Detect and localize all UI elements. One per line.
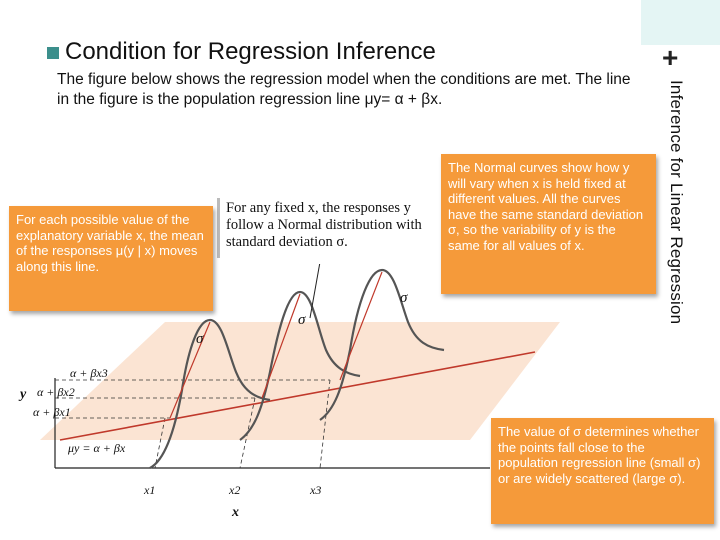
y-axis-label: y (18, 387, 27, 402)
x2-label: x2 (228, 483, 240, 497)
quote-pointer (309, 261, 321, 319)
slide-title-text: Condition for Regression Inference (65, 38, 436, 65)
callout-right: The Normal curves show how y will vary w… (441, 154, 656, 294)
figure-quote: For any fixed x, the responses y follow … (217, 194, 427, 264)
slide-title: Condition for Regression Inference (47, 38, 436, 66)
base-plane (40, 322, 560, 440)
regression-line (59, 351, 536, 441)
mean-lines (169, 271, 383, 419)
x-axis-label: x (231, 505, 239, 520)
sigma-label-3: σ (400, 290, 408, 306)
sigma-label-1: σ (196, 331, 204, 347)
callout-bottom: The value of σ determines whether the po… (491, 418, 714, 524)
side-title: Inference for Linear Regression (667, 80, 686, 325)
accent-bar (641, 0, 720, 45)
y2-label: α + βx2 (37, 385, 75, 399)
x1-label: x1 (143, 483, 155, 497)
normal-curves (149, 268, 445, 469)
y3-label: α + βx3 (70, 366, 108, 380)
quote-text: For any fixed x, the responses y follow … (226, 200, 422, 250)
x3-label: x3 (309, 483, 321, 497)
sigma-label-2: σ (298, 312, 306, 328)
intro-text: The figure below shows the regression mo… (57, 71, 631, 108)
quote-bar (217, 198, 220, 258)
plus-icon: + (662, 42, 679, 73)
callout-left: For each possible value of the explanato… (9, 206, 213, 311)
line-label: μy = α + βx (67, 441, 126, 455)
y1-label: α + βx1 (33, 405, 71, 419)
bullet-icon (47, 46, 59, 59)
